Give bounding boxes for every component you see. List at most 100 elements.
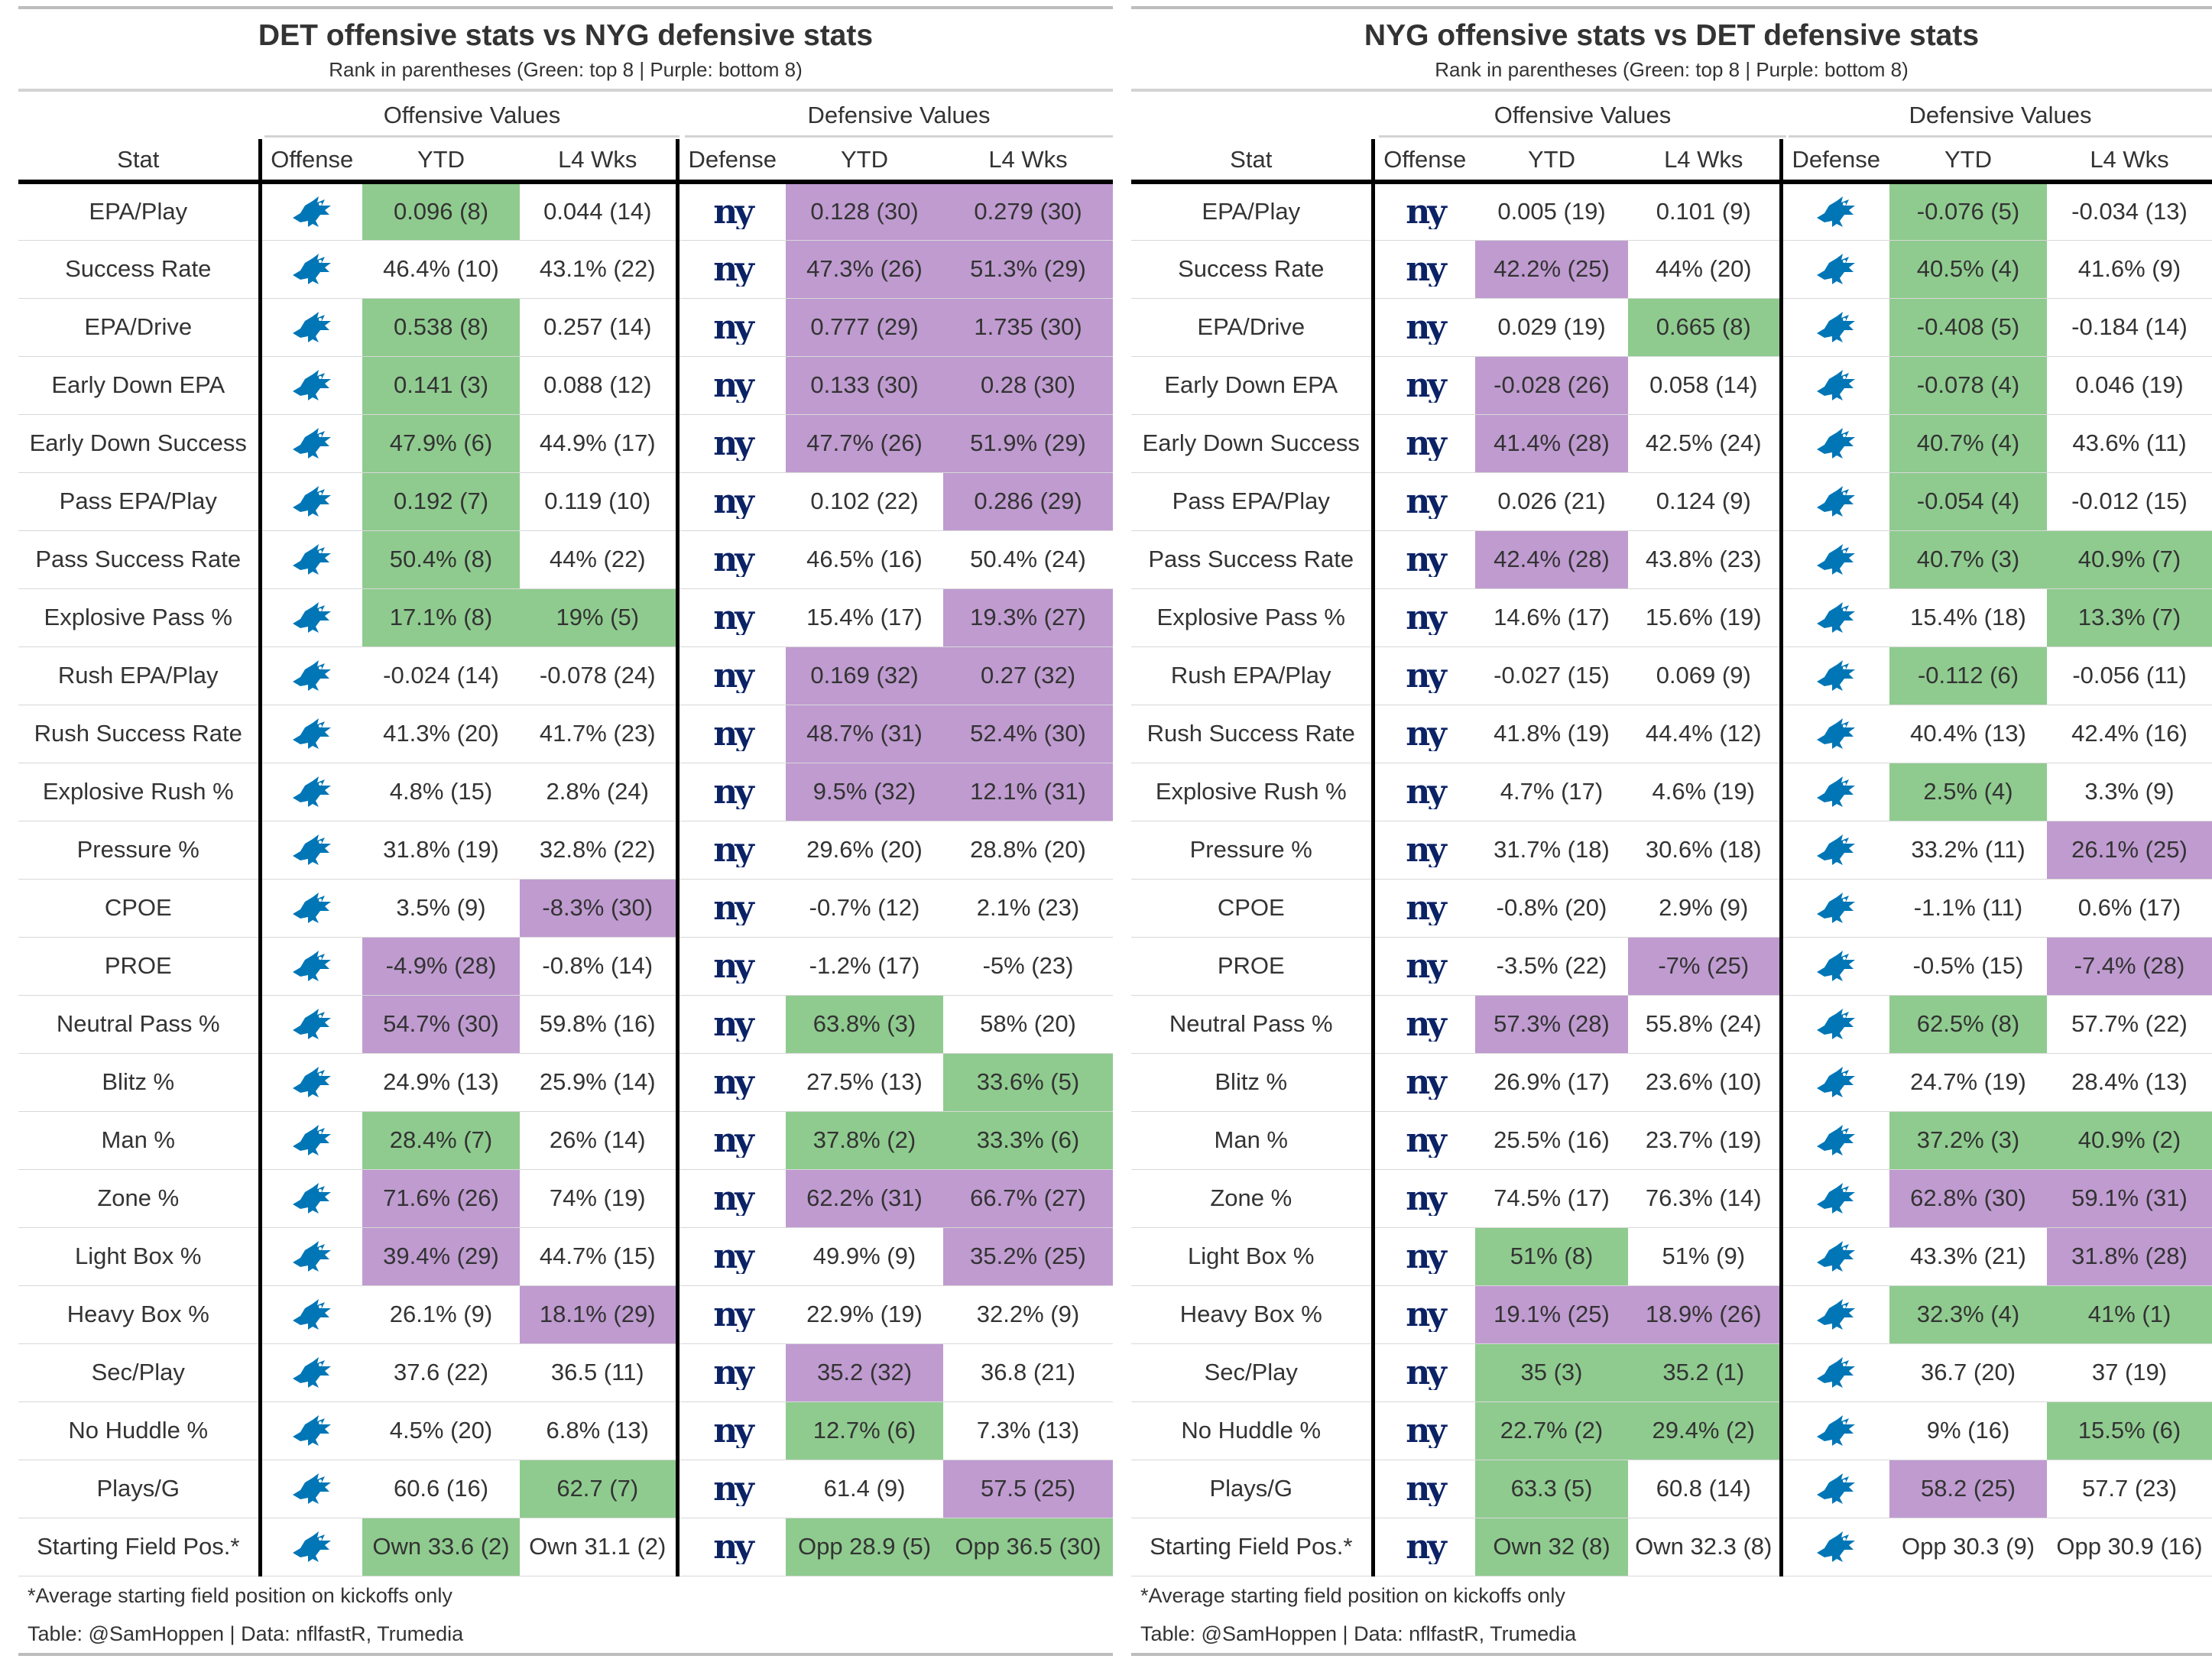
offense-ytd-value: 26.1% (9) bbox=[362, 1285, 520, 1344]
stat-label: Pressure % bbox=[18, 821, 260, 880]
giants-logo-icon: ny bbox=[1370, 705, 1475, 763]
defense-ytd-value: 33.2% (11) bbox=[1889, 821, 2047, 880]
table-row: Pass Success Rate ny 42.4% (28) 43.8% (23) 4… bbox=[1131, 530, 2212, 589]
giants-logo-icon: ny bbox=[675, 1518, 786, 1576]
stat-label: Man % bbox=[1131, 1111, 1373, 1170]
offense-ytd-value: 28.4% (7) bbox=[362, 1111, 520, 1170]
lions-logo-icon bbox=[1779, 1343, 1889, 1402]
stat-label: Light Box % bbox=[1131, 1227, 1373, 1286]
offense-ytd-value: 39.4% (29) bbox=[362, 1227, 520, 1286]
svg-text:ny: ny bbox=[713, 832, 755, 867]
table-row: Light Box % 39.4% (29) 44.7% (15) ny 49.9% (… bbox=[18, 1227, 1113, 1286]
offense-ytd-value: Own 33.6 (2) bbox=[362, 1518, 520, 1576]
table-row: Explosive Rush % ny 4.7% (17) 4.6% (19) 2.5%… bbox=[1131, 763, 2212, 821]
offense-ytd-value: 3.5% (9) bbox=[362, 879, 520, 938]
giants-logo-icon: ny bbox=[1370, 588, 1475, 647]
offense-l4-value: 0.665 (8) bbox=[1628, 298, 1781, 357]
defense-ytd-value: -0.076 (5) bbox=[1889, 182, 2047, 241]
defense-l4-value: 41.6% (9) bbox=[2047, 240, 2212, 299]
svg-text:ny: ny bbox=[1406, 1064, 1448, 1100]
stat-label: Explosive Rush % bbox=[18, 763, 260, 821]
offense-l4-value: 30.6% (18) bbox=[1628, 821, 1781, 880]
offense-ytd-value: 60.6 (16) bbox=[362, 1460, 520, 1518]
offense-ytd-value: -0.027 (15) bbox=[1475, 646, 1628, 705]
defense-ytd-value: -0.054 (4) bbox=[1889, 472, 2047, 531]
lions-logo-icon bbox=[1779, 1053, 1889, 1112]
svg-text:ny: ny bbox=[1406, 194, 1448, 229]
stat-label: Neutral Pass % bbox=[18, 995, 260, 1054]
svg-text:ny: ny bbox=[1406, 1123, 1448, 1158]
defense-l4-value: 31.8% (28) bbox=[2047, 1227, 2212, 1286]
svg-text:ny: ny bbox=[1406, 1355, 1448, 1390]
stat-label: Early Down Success bbox=[18, 414, 260, 473]
stat-label: Blitz % bbox=[1131, 1053, 1373, 1112]
offense-l4-value: 43.1% (22) bbox=[520, 240, 677, 299]
giants-logo-icon: ny bbox=[1370, 1111, 1475, 1170]
offense-l4-value: 62.7 (7) bbox=[520, 1460, 677, 1518]
table-row: Heavy Box % 26.1% (9) 18.1% (29) ny 22.9% (1… bbox=[18, 1285, 1113, 1344]
defense-ytd-value: 22.9% (19) bbox=[786, 1285, 943, 1344]
defense-l4-value: 28.8% (20) bbox=[943, 821, 1113, 880]
stat-label: Success Rate bbox=[1131, 240, 1373, 299]
table-row: EPA/Play 0.096 (8) 0.044 (14) ny 0.128 (30) 0… bbox=[18, 182, 1113, 241]
column-group-row: Offensive Values Defensive Values bbox=[1131, 92, 2212, 139]
defense-ytd-value: 62.5% (8) bbox=[1889, 995, 2047, 1054]
table-row: CPOE ny -0.8% (20) 2.9% (9) -1.1% (11) 0.6% (… bbox=[1131, 879, 2212, 938]
table-row: Man % ny 25.5% (16) 23.7% (19) 37.2% (3) 40.9… bbox=[1131, 1111, 2212, 1170]
defense-l4-value: 7.3% (13) bbox=[943, 1401, 1113, 1460]
offense-l4-value: 2.9% (9) bbox=[1628, 879, 1781, 938]
defense-l4-value: 28.4% (13) bbox=[2047, 1053, 2212, 1112]
giants-logo-icon: ny bbox=[675, 937, 786, 996]
svg-text:ny: ny bbox=[1406, 658, 1448, 693]
svg-text:ny: ny bbox=[1406, 1413, 1448, 1448]
offense-l4-value: 43.8% (23) bbox=[1628, 530, 1781, 589]
defense-l4-value: 40.9% (7) bbox=[2047, 530, 2212, 589]
offense-l4-value: 41.7% (23) bbox=[520, 705, 677, 763]
offense-ytd-value: 41.4% (28) bbox=[1475, 414, 1628, 473]
svg-text:ny: ny bbox=[1406, 542, 1448, 577]
giants-logo-icon: ny bbox=[675, 1460, 786, 1518]
col-offense: Offense bbox=[258, 139, 362, 184]
defense-l4-value: 50.4% (24) bbox=[943, 530, 1113, 589]
svg-text:ny: ny bbox=[713, 1529, 755, 1564]
lions-logo-icon bbox=[258, 298, 362, 357]
defense-l4-value: -0.034 (13) bbox=[2047, 182, 2212, 241]
giants-logo-icon: ny bbox=[1370, 530, 1475, 589]
svg-text:ny: ny bbox=[1406, 890, 1448, 925]
svg-text:ny: ny bbox=[713, 1181, 755, 1216]
defense-l4-value: 32.2% (9) bbox=[943, 1285, 1113, 1344]
defense-ytd-value: -1.1% (11) bbox=[1889, 879, 2047, 938]
stat-label: Early Down EPA bbox=[1131, 356, 1373, 415]
defense-ytd-value: 15.4% (17) bbox=[786, 588, 943, 647]
table-row: EPA/Drive 0.538 (8) 0.257 (14) ny 0.777 (29)… bbox=[18, 298, 1113, 357]
col-off-l4: L4 Wks bbox=[520, 139, 677, 184]
giants-logo-icon: ny bbox=[1370, 1518, 1475, 1576]
defense-ytd-value: 2.5% (4) bbox=[1889, 763, 2047, 821]
offense-l4-value: 0.124 (9) bbox=[1628, 472, 1781, 531]
column-group-row: Offensive Values Defensive Values bbox=[18, 92, 1113, 139]
stat-label: Light Box % bbox=[18, 1227, 260, 1286]
stat-label: PROE bbox=[18, 937, 260, 996]
stat-label: EPA/Drive bbox=[18, 298, 260, 357]
stat-label: Heavy Box % bbox=[1131, 1285, 1373, 1344]
table-row: Neutral Pass % 54.7% (30) 59.8% (16) ny 63.8… bbox=[18, 995, 1113, 1054]
lions-logo-icon bbox=[1779, 646, 1889, 705]
stat-label: Explosive Rush % bbox=[1131, 763, 1373, 821]
table-row: Rush Success Rate ny 41.8% (19) 44.4% (12) 4… bbox=[1131, 705, 2212, 763]
giants-logo-icon: ny bbox=[1370, 298, 1475, 357]
offense-ytd-value: 24.9% (13) bbox=[362, 1053, 520, 1112]
stat-label: Rush EPA/Play bbox=[1131, 646, 1373, 705]
giants-logo-icon: ny bbox=[1370, 1285, 1475, 1344]
offense-l4-value: 32.8% (22) bbox=[520, 821, 677, 880]
lions-logo-icon bbox=[1779, 1227, 1889, 1286]
defense-l4-value: Opp 30.9 (16) bbox=[2047, 1518, 2212, 1576]
lions-logo-icon bbox=[258, 1343, 362, 1402]
table-row: Explosive Pass % 17.1% (8) 19% (5) ny 15.4% … bbox=[18, 588, 1113, 647]
offense-ytd-value: 4.5% (20) bbox=[362, 1401, 520, 1460]
giants-logo-icon: ny bbox=[675, 1169, 786, 1228]
stat-label: CPOE bbox=[18, 879, 260, 938]
defense-l4-value: 41% (1) bbox=[2047, 1285, 2212, 1344]
lions-logo-icon bbox=[258, 472, 362, 531]
lions-logo-icon bbox=[258, 1227, 362, 1286]
defense-l4-value: 26.1% (25) bbox=[2047, 821, 2212, 880]
